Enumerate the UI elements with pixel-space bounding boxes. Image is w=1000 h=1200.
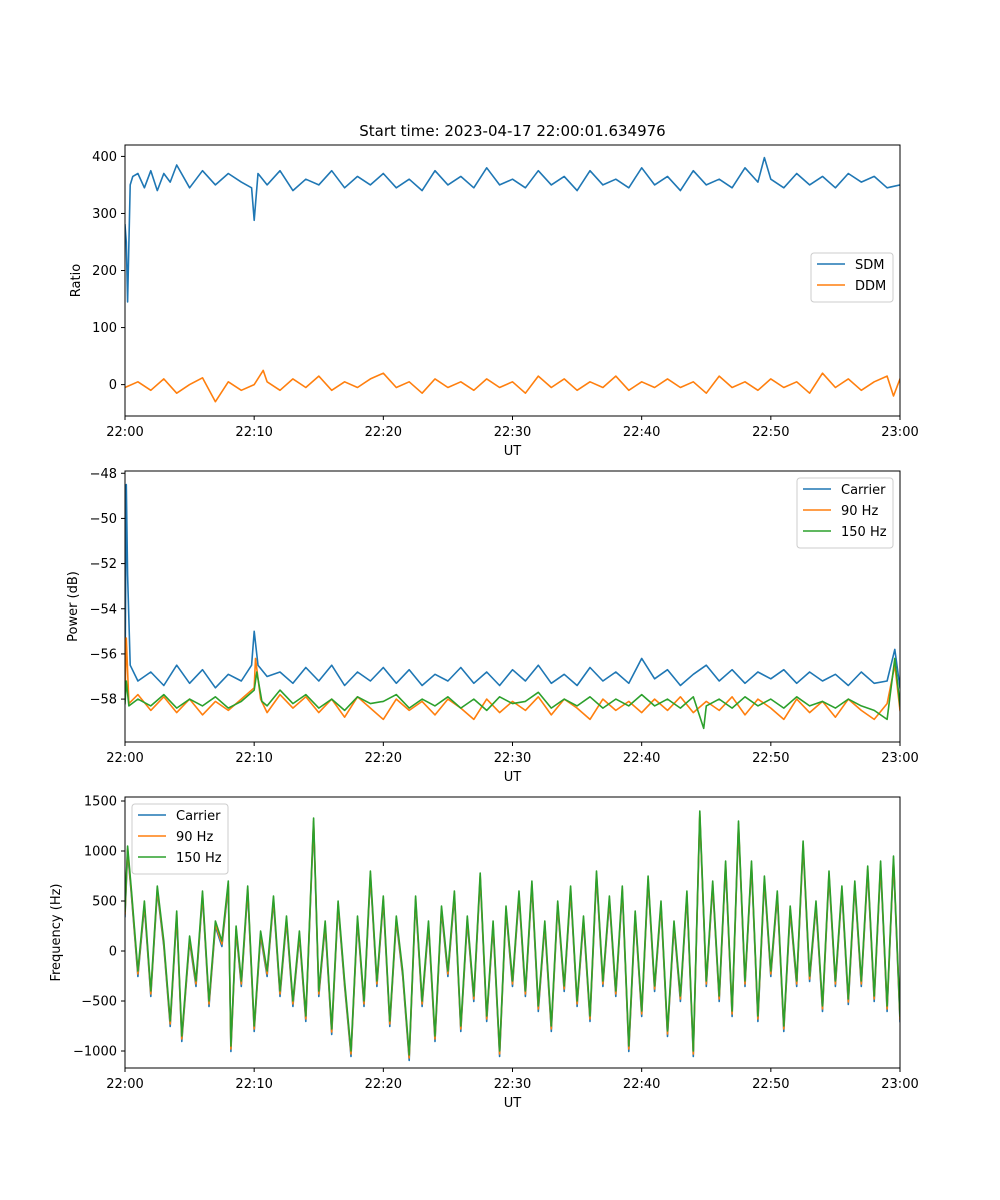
y-tick-label: 200 (92, 264, 117, 279)
x-tick-label: 23:00 (881, 751, 918, 766)
x-tick-label: 22:10 (235, 425, 272, 440)
y-axis-label: Power (dB) (66, 571, 81, 642)
x-tick-label: 22:50 (752, 1077, 789, 1092)
x-tick-label: 23:00 (881, 1077, 918, 1092)
figure-title: Start time: 2023-04-17 22:00:01.634976 (359, 122, 665, 140)
plot-area (125, 156, 900, 403)
x-tick-label: 23:00 (881, 425, 918, 440)
series-line-carrier (125, 483, 900, 689)
legend-label: DDM (855, 279, 886, 294)
plot-area (125, 483, 900, 730)
x-axis-label: UT (504, 770, 522, 785)
y-tick-label: 0 (109, 378, 117, 393)
x-tick-label: 22:10 (235, 1077, 272, 1092)
legend: Carrier 90 Hz 150 Hz (131, 803, 229, 875)
x-tick-label: 22:40 (623, 1077, 660, 1092)
y-axis-label: Frequency (Hz) (49, 883, 64, 981)
y-tick-label: −54 (90, 602, 117, 617)
legend-label: SDM (855, 258, 884, 273)
y-tick-label: 500 (92, 895, 117, 910)
y-tick-label: 1000 (84, 845, 117, 860)
legend-label: Carrier (841, 483, 886, 498)
x-tick-label: 22:30 (494, 425, 531, 440)
series-line-150-hz (125, 657, 900, 730)
y-tick-label: 400 (92, 150, 117, 165)
x-tick-label: 22:00 (106, 1077, 143, 1092)
legend-label: 150 Hz (841, 525, 887, 540)
x-tick-label: 22:20 (365, 425, 402, 440)
y-tick-label: −48 (90, 467, 117, 482)
y-tick-label: −58 (90, 693, 117, 708)
x-axis-label: UT (504, 1096, 522, 1111)
y-axis-label: Ratio (69, 264, 84, 297)
ratio-panel: 22:00 22:10 22:20 22:30 22:40 22:50 23:00 400 30… (69, 144, 919, 459)
series-line-90-hz (125, 637, 900, 721)
y-tick-label: −1000 (73, 1045, 117, 1060)
legend: Carrier 90 Hz 150 Hz (796, 477, 894, 549)
x-axis-label: UT (504, 444, 522, 459)
y-tick-label: 1500 (84, 795, 117, 810)
y-tick-label: −50 (90, 512, 117, 527)
y-tick-label: −500 (81, 995, 117, 1010)
legend-label: 90 Hz (176, 830, 213, 845)
x-tick-label: 22:20 (365, 1077, 402, 1092)
series-line-sdm (125, 156, 900, 303)
series-line-ddm (125, 369, 900, 403)
x-tick-label: 22:00 (106, 425, 143, 440)
y-tick-label: 100 (92, 321, 117, 336)
legend-label: Carrier (176, 809, 221, 824)
x-tick-label: 22:30 (494, 751, 531, 766)
power-panel: 22:00 22:10 22:20 22:30 22:40 22:50 23:00 −48 −5… (66, 467, 919, 785)
y-tick-label: 0 (109, 945, 117, 960)
x-tick-label: 22:40 (623, 751, 660, 766)
legend-box (810, 252, 894, 303)
x-tick-label: 22:30 (494, 1077, 531, 1092)
x-tick-label: 22:50 (752, 751, 789, 766)
x-tick-label: 22:40 (623, 425, 660, 440)
x-tick-label: 22:00 (106, 751, 143, 766)
legend-label: 90 Hz (841, 504, 878, 519)
legend-label: 150 Hz (176, 851, 222, 866)
x-tick-label: 22:10 (235, 751, 272, 766)
y-tick-label: 300 (92, 207, 117, 222)
x-tick-label: 22:20 (365, 751, 402, 766)
series-line-150-hz (125, 810, 900, 1056)
legend: SDM DDM (810, 252, 894, 303)
x-tick-label: 22:50 (752, 425, 789, 440)
y-tick-label: −52 (90, 557, 117, 572)
y-tick-label: −56 (90, 647, 117, 662)
plot-area (125, 810, 900, 1062)
frequency-panel: 22:00 22:10 22:20 22:30 22:40 22:50 23:00 1500 1… (49, 795, 919, 1112)
